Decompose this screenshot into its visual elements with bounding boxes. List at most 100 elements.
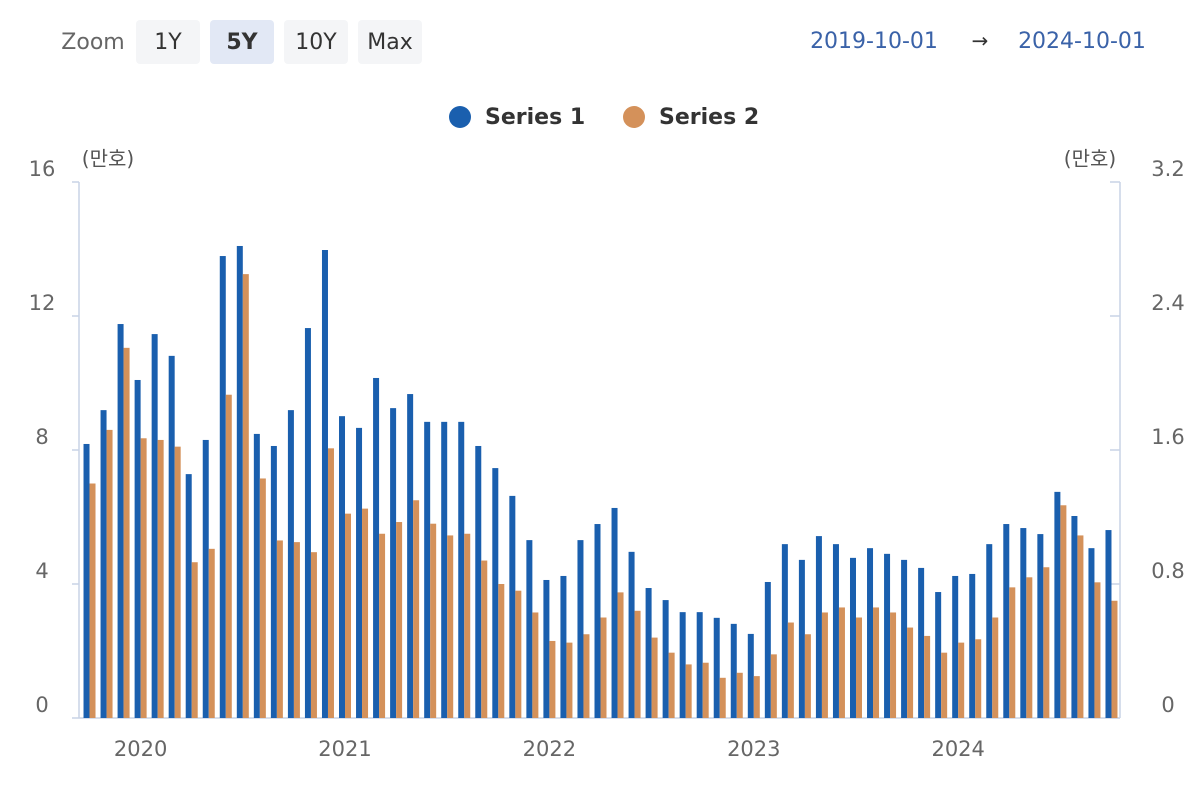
bar [447, 535, 454, 718]
bar [424, 421, 431, 718]
y-tick-label: 0 [35, 693, 48, 717]
y2-tick-label: 0.8 [1151, 559, 1184, 583]
bar [407, 394, 414, 718]
zoom-button[interactable] [358, 20, 422, 64]
bar [157, 439, 164, 718]
bar [1071, 515, 1078, 718]
bar [532, 612, 539, 718]
bar [986, 544, 993, 718]
x-tick-label: 2023 [727, 737, 780, 761]
bar [730, 623, 737, 718]
legend-label[interactable]: Series 2 [659, 105, 759, 130]
y-unit: (만호) [82, 147, 134, 171]
bar [1003, 524, 1010, 718]
date-to[interactable]: 2024-10-01 [1018, 29, 1146, 54]
y-tick-label: 4 [35, 559, 48, 583]
bar [236, 245, 243, 719]
bar [509, 495, 516, 718]
bar [753, 676, 760, 718]
bar [583, 634, 590, 718]
bar [873, 607, 880, 718]
bar [975, 639, 982, 718]
bar [907, 627, 914, 718]
zoom-button-label[interactable]: 10Y [295, 30, 337, 55]
bar [849, 557, 856, 718]
y-tick-label: 16 [29, 157, 56, 181]
bar [293, 542, 300, 718]
bar [356, 427, 363, 718]
date-arrow: → [972, 29, 989, 53]
bar [441, 421, 448, 718]
zoom-button[interactable] [210, 20, 274, 64]
bar [458, 421, 465, 718]
bar [941, 652, 948, 718]
bar [481, 560, 488, 718]
bar [174, 446, 181, 718]
y2-tick-label: 3.2 [1151, 157, 1184, 181]
bar [1026, 577, 1033, 718]
bar [702, 662, 709, 718]
zoom-button-label[interactable]: 5Y [226, 30, 258, 55]
bar [679, 612, 686, 718]
x-tick-label: 2024 [931, 737, 984, 761]
bar [253, 433, 260, 718]
bar [202, 439, 209, 718]
bar [867, 548, 874, 718]
bar [713, 617, 720, 718]
bar [798, 559, 805, 718]
bar [106, 429, 113, 718]
bar [1077, 535, 1084, 718]
bar [1094, 582, 1101, 718]
bar [594, 524, 601, 718]
y2-tick-label: 0 [1161, 693, 1174, 717]
bar [901, 559, 908, 718]
bar [134, 379, 141, 718]
bar [770, 654, 777, 718]
legend-swatch[interactable] [623, 106, 645, 128]
bar [345, 513, 352, 718]
zoom-button[interactable] [284, 20, 348, 64]
bar [634, 610, 641, 718]
bar [362, 508, 369, 718]
bar [1020, 528, 1027, 718]
bar [413, 500, 420, 718]
bar [1060, 505, 1067, 718]
bar [100, 410, 107, 718]
bar [464, 533, 471, 718]
x-tick-label: 2020 [114, 737, 167, 761]
bar [884, 553, 891, 718]
date-from[interactable]: 2019-10-01 [810, 29, 938, 54]
x-tick-label: 2022 [523, 737, 576, 761]
bar [1088, 548, 1095, 718]
bar [242, 274, 249, 718]
bar [259, 478, 266, 718]
bar [304, 328, 311, 718]
bar [379, 533, 386, 718]
bar [1043, 567, 1050, 718]
bar [208, 548, 215, 718]
bar [890, 612, 897, 718]
bar [339, 416, 346, 718]
bar [396, 522, 403, 718]
bar [651, 637, 658, 718]
bar [787, 622, 794, 718]
bar [287, 410, 294, 718]
zoom-button[interactable] [136, 20, 200, 64]
bar [935, 592, 942, 718]
zoom-button-label[interactable]: Max [367, 30, 412, 55]
bar [764, 581, 771, 718]
bar [600, 617, 607, 718]
y2-tick-label: 1.6 [1151, 425, 1184, 449]
bar [526, 540, 533, 718]
bar [492, 468, 499, 718]
legend-label[interactable]: Series 1 [485, 105, 585, 130]
bar [276, 540, 283, 718]
legend-swatch[interactable] [449, 106, 471, 128]
bar [855, 617, 862, 718]
bar [151, 334, 158, 718]
bar [390, 408, 397, 718]
bar [821, 612, 828, 718]
bar [577, 540, 584, 718]
zoom-button-label[interactable]: 1Y [154, 30, 182, 55]
